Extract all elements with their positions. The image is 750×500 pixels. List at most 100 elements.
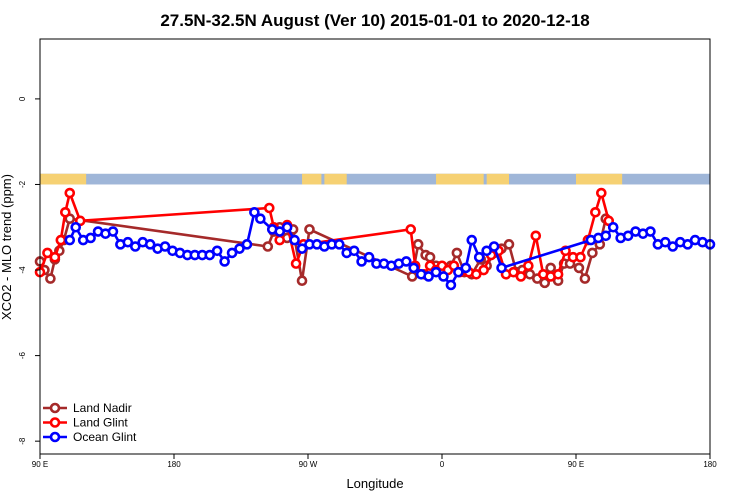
- land-glint-point: [263, 202, 275, 214]
- x-tick-label: 0: [440, 460, 445, 469]
- land-glint-point: [64, 187, 76, 199]
- ocean-glint-point: [438, 271, 449, 282]
- land-band: [40, 173, 87, 185]
- land-band: [436, 173, 484, 185]
- land-glint-point: [49, 251, 61, 263]
- ocean-glint-point: [400, 256, 412, 267]
- land-glint-point: [508, 266, 519, 278]
- legend-label: Ocean Glint: [73, 430, 137, 444]
- ocean-glint-point: [241, 239, 253, 250]
- legend-swatch-point: [49, 417, 61, 428]
- legend-entry-land-glint: Land Glint: [43, 416, 128, 430]
- ocean-glint-point: [70, 221, 82, 233]
- ocean-glint-point: [274, 226, 286, 237]
- plot-frame: [39, 38, 711, 455]
- ocean-glint-point: [408, 262, 420, 274]
- ocean-glint-point: [496, 262, 507, 274]
- y-axis: 0 -2 -4 -6 -8: [18, 96, 40, 445]
- land-nadir-point: [296, 275, 308, 287]
- ocean-glint-point: [430, 266, 442, 278]
- x-axis: 90 E 180 90 W 0 90 E 180: [32, 454, 717, 469]
- land-nadir-point: [262, 241, 274, 252]
- land-band: [302, 173, 322, 185]
- ocean-glint-point: [473, 251, 485, 263]
- ocean-glint-series: [64, 206, 716, 291]
- x-axis-label: Longitude: [346, 476, 403, 491]
- ocean-glint-point: [64, 234, 76, 246]
- ocean-glint-point: [622, 230, 634, 242]
- ocean-glint-point: [204, 249, 216, 261]
- chart-title: 27.5N-32.5N August (Ver 10) 2015-01-01 t…: [160, 11, 589, 30]
- land-nadir-point: [587, 247, 598, 259]
- ocean-glint-point: [144, 239, 156, 250]
- ocean-glint-point: [289, 234, 300, 246]
- ocean-glint-point: [423, 271, 434, 282]
- legend-swatch-point: [49, 402, 61, 414]
- legend-swatch-point: [49, 431, 61, 443]
- series-layer: [34, 187, 716, 291]
- ocean-glint-point: [348, 245, 360, 257]
- ocean-glint-point: [453, 266, 464, 278]
- ocean-glint-point: [333, 239, 345, 250]
- land-band: [324, 173, 347, 185]
- ocean-glint-point: [219, 256, 230, 267]
- legend-label: Land Glint: [73, 416, 128, 430]
- y-tick-label: -2: [18, 180, 27, 188]
- ocean-glint-point: [296, 243, 308, 254]
- x-tick-label: 90 E: [32, 460, 48, 469]
- legend-label: Land Nadir: [73, 401, 132, 415]
- land-glint-point: [530, 230, 542, 242]
- ocean-glint-point: [255, 213, 266, 224]
- y-axis-label: XCO2 - MLO trend (ppm): [0, 174, 14, 320]
- ocean-glint-point: [211, 245, 223, 257]
- ocean-glint-point: [122, 236, 134, 248]
- x-tick-label: 180: [703, 460, 717, 469]
- ocean-glint-point: [234, 243, 245, 254]
- ocean-glint-point: [356, 256, 367, 267]
- land-glint-point: [60, 206, 71, 218]
- land-nadir-point: [573, 262, 585, 274]
- ocean-glint-point: [466, 234, 478, 246]
- y-tick-label: -4: [18, 266, 27, 274]
- land-nadir-point: [451, 247, 463, 259]
- ocean-glint-point: [445, 279, 457, 291]
- ocean-band: [40, 173, 710, 185]
- land-nadir-point: [503, 239, 515, 250]
- surface-type-strip: [40, 173, 710, 185]
- ocean-glint-point: [488, 241, 500, 252]
- ocean-glint-point: [682, 239, 693, 250]
- land-nadir-point: [412, 239, 424, 250]
- ocean-glint-point: [249, 206, 260, 218]
- ocean-glint-point: [481, 245, 492, 257]
- land-nadir-point: [304, 224, 315, 235]
- ocean-glint-point: [363, 251, 375, 263]
- land-glint-point: [523, 260, 534, 272]
- y-tick-label: 0: [18, 96, 27, 101]
- land-glint-series: [34, 187, 615, 282]
- ocean-glint-point: [159, 241, 171, 252]
- y-tick-label: -8: [18, 437, 27, 445]
- land-glint-point: [42, 247, 53, 259]
- land-glint-point: [470, 269, 482, 280]
- ocean-glint-point: [607, 221, 619, 233]
- land-band: [486, 173, 509, 185]
- land-glint-point: [274, 234, 286, 246]
- land-glint-point: [405, 224, 417, 235]
- land-glint-point: [596, 187, 607, 199]
- ocean-glint-point: [107, 226, 119, 237]
- land-glint-point: [590, 206, 601, 218]
- land-nadir-point: [424, 251, 436, 263]
- legend-entry-ocean-glint: Ocean Glint: [43, 430, 137, 444]
- land-band: [576, 173, 623, 185]
- ocean-glint-point: [645, 226, 656, 237]
- legend-entry-land-nadir: Land Nadir: [43, 401, 132, 415]
- land-nadir-point: [45, 273, 56, 284]
- land-glint-point: [575, 251, 586, 263]
- x-tick-label: 90 W: [299, 460, 318, 469]
- land-nadir-point: [579, 273, 591, 284]
- land-nadir-point: [545, 262, 556, 274]
- ocean-glint-point: [129, 241, 141, 252]
- land-glint-point: [515, 271, 527, 282]
